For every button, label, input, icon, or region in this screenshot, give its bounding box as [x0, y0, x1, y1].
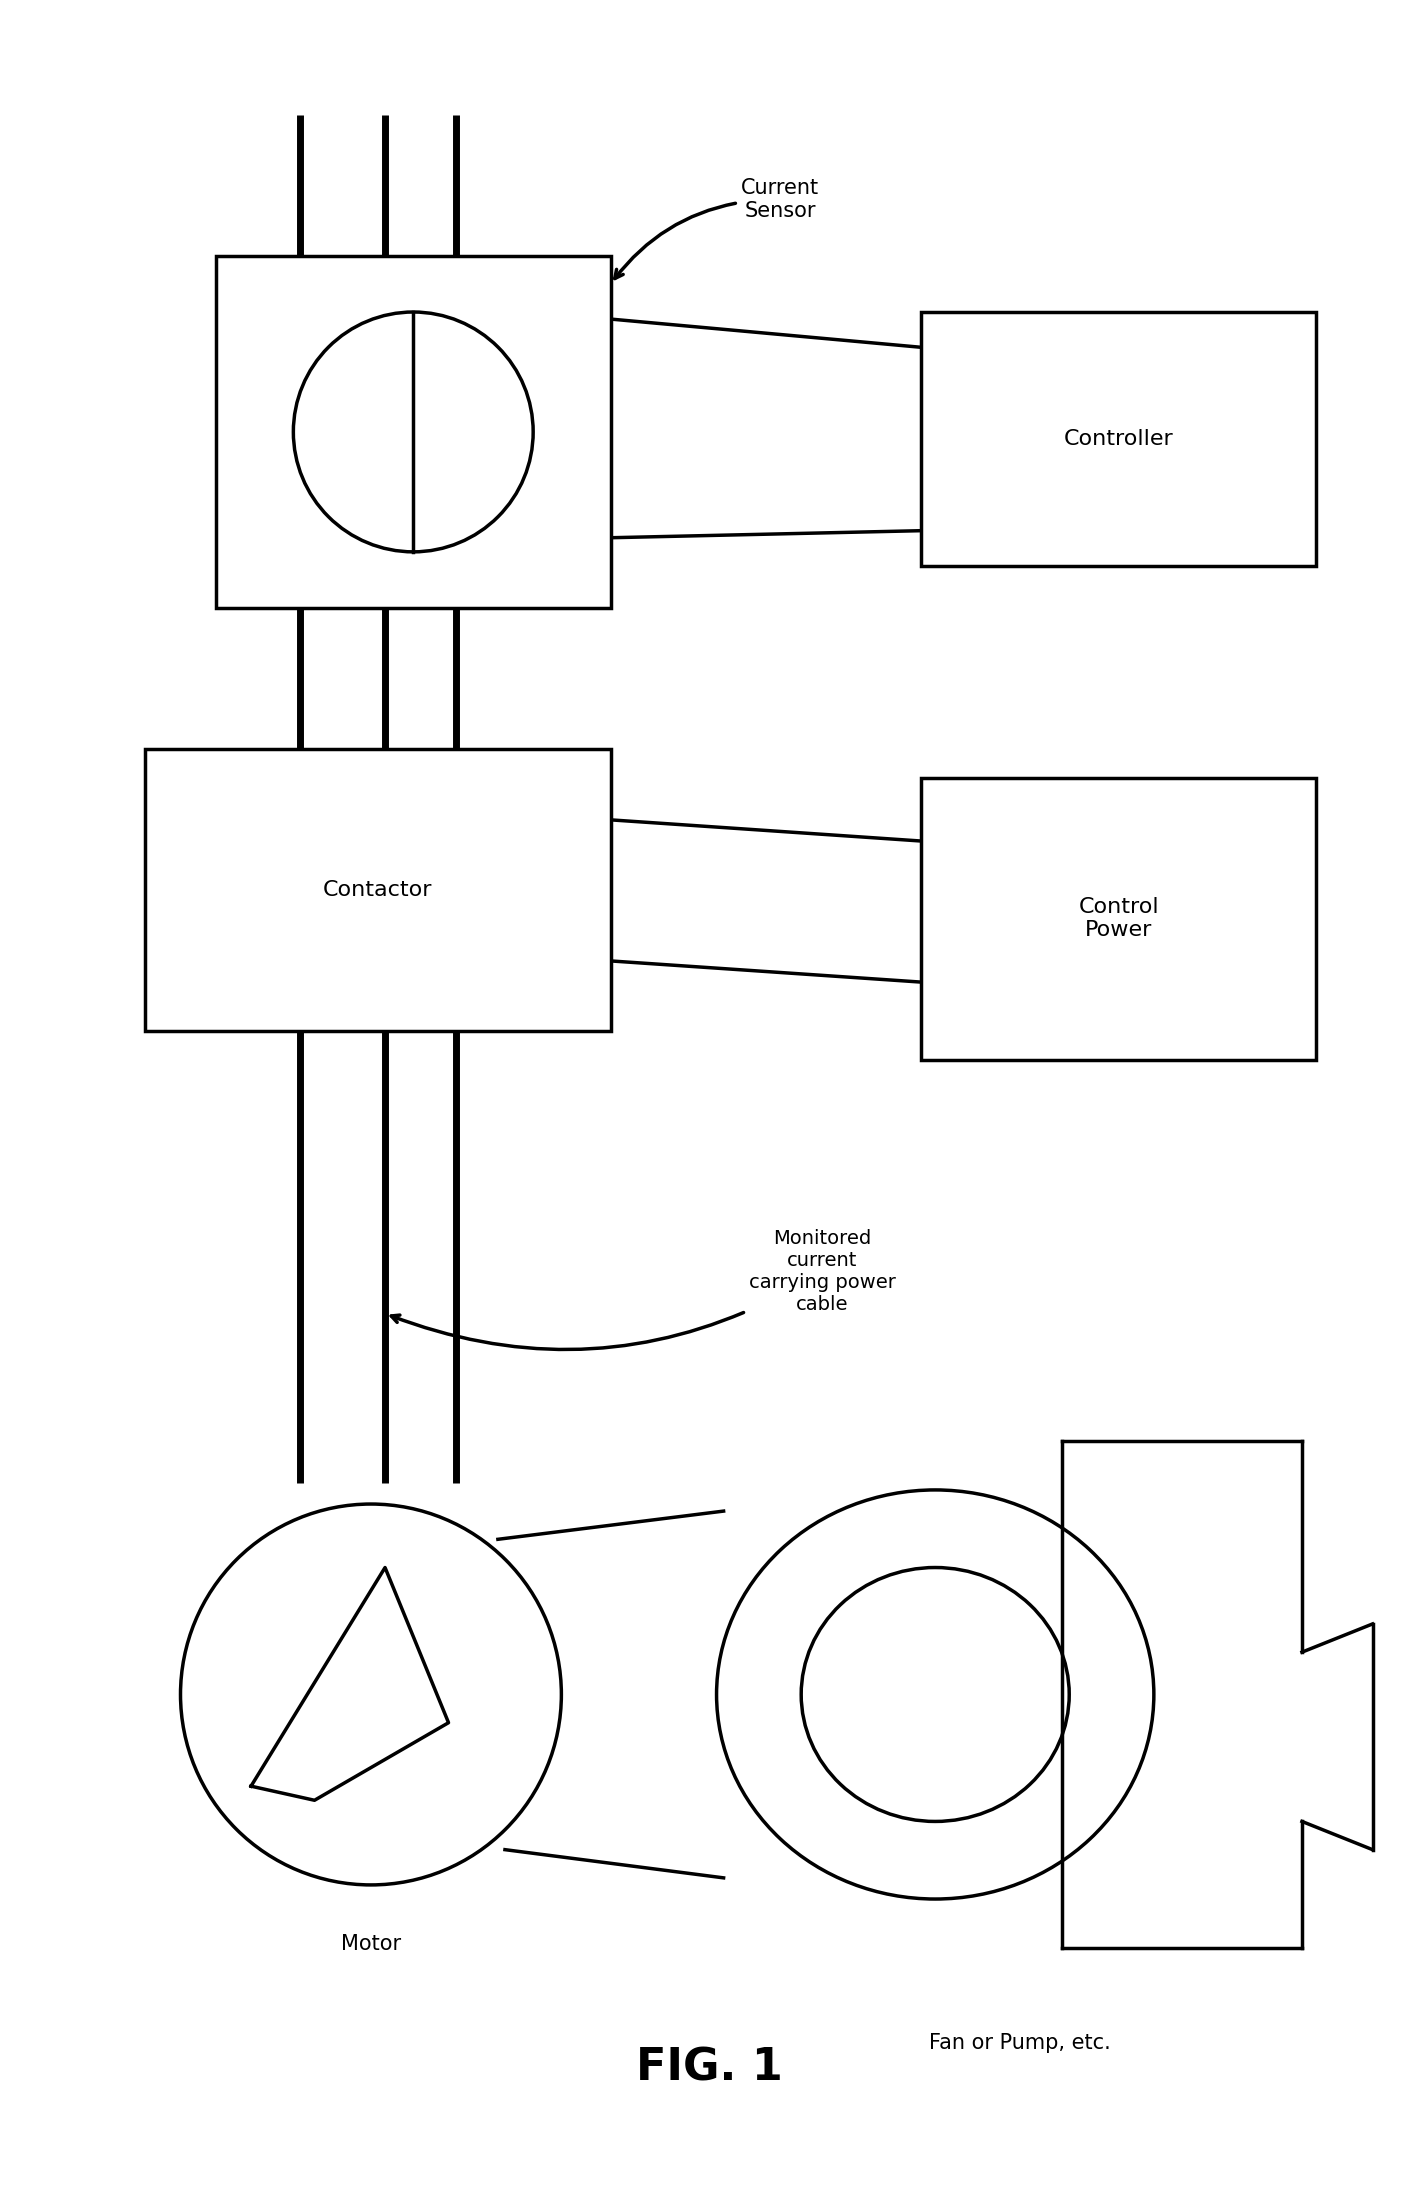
- Text: Control
Power: Control Power: [1078, 897, 1159, 941]
- Text: Fan or Pump, etc.: Fan or Pump, etc.: [929, 2032, 1111, 2054]
- Text: Motor: Motor: [341, 1935, 402, 1955]
- Text: Current
Sensor: Current Sensor: [614, 179, 819, 278]
- Text: Controller: Controller: [1064, 430, 1174, 450]
- Bar: [921, 778, 1315, 1060]
- Text: FIG. 1: FIG. 1: [636, 2048, 783, 2089]
- Bar: [216, 256, 610, 608]
- Text: Monitored
current
carrying power
cable: Monitored current carrying power cable: [392, 1230, 895, 1349]
- Bar: [921, 313, 1315, 566]
- Bar: [145, 749, 610, 1031]
- Text: Contactor: Contactor: [324, 879, 433, 901]
